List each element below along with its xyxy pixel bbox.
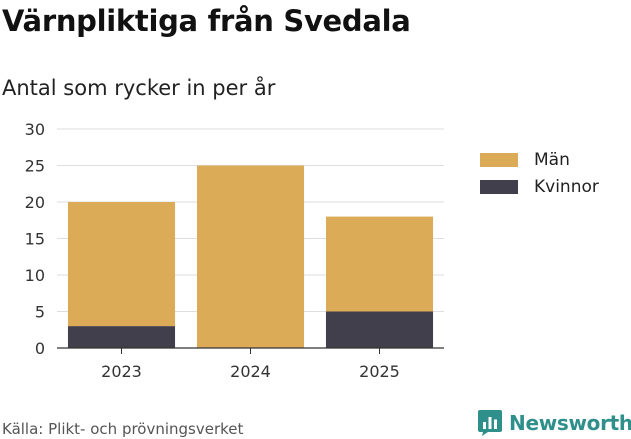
y-tick-label: 5 bbox=[35, 303, 45, 322]
y-tick-label: 15 bbox=[25, 230, 45, 249]
brand-name: Newsworthy bbox=[509, 411, 631, 435]
bar-man-2023 bbox=[67, 202, 176, 327]
brand-logo: Newsworthy bbox=[477, 409, 631, 437]
legend-item-man: Män bbox=[480, 146, 599, 173]
y-tick-label: 20 bbox=[25, 193, 45, 212]
chart-title: Värnpliktiga från Svedala bbox=[2, 4, 411, 38]
y-tick-label: 25 bbox=[25, 157, 45, 176]
chart-subtitle: Antal som rycker in per år bbox=[2, 76, 276, 100]
legend-label-man: Män bbox=[534, 149, 570, 170]
y-tick-label: 0 bbox=[35, 339, 45, 358]
legend-item-kvinnor: Kvinnor bbox=[480, 173, 599, 200]
bar-kvinnor-2025 bbox=[325, 311, 434, 348]
x-tick-label: 2023 bbox=[101, 362, 142, 381]
legend-swatch-kvinnor bbox=[480, 179, 518, 194]
bar-kvinnor-2023 bbox=[67, 326, 176, 348]
legend-label-kvinnor: Kvinnor bbox=[534, 176, 599, 197]
y-tick-label: 10 bbox=[25, 266, 45, 285]
bar-man-2024 bbox=[196, 165, 305, 348]
y-tick-label: 30 bbox=[25, 120, 45, 139]
x-tick-label: 2024 bbox=[230, 362, 271, 381]
legend-swatch-man bbox=[480, 152, 518, 167]
legend: Män Kvinnor bbox=[480, 146, 599, 200]
bar-chart-logo-icon bbox=[478, 410, 502, 436]
x-tick-label: 2025 bbox=[359, 362, 400, 381]
source-note: Källa: Plikt- och prövningsverket bbox=[2, 420, 244, 438]
bar-man-2025 bbox=[325, 216, 434, 312]
